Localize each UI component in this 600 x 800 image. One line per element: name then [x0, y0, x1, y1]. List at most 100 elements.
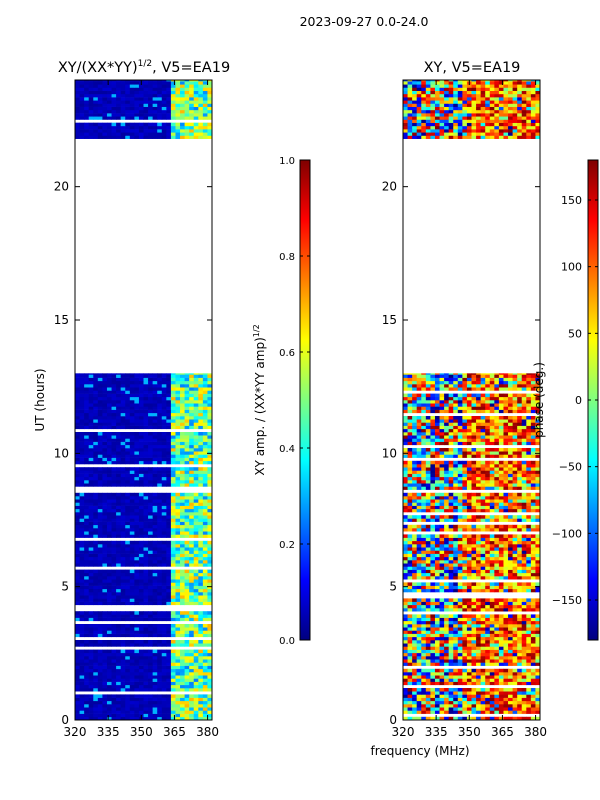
- heatmap-cell: [125, 400, 131, 404]
- heatmap-cell: [129, 675, 135, 679]
- heatmap-cell: [75, 90, 80, 95]
- heatmap-cell: [517, 716, 523, 721]
- heatmap-cell: [129, 576, 135, 580]
- heatmap-cell: [189, 435, 195, 439]
- heatmap-cell: [106, 129, 112, 133]
- heatmap-cell: [97, 373, 103, 375]
- heatmap-cell: [457, 630, 463, 634]
- heatmap-cell: [480, 601, 486, 606]
- heatmap-cell: [180, 432, 185, 436]
- heatmap-cell: [175, 704, 181, 708]
- heatmap-cell: [125, 467, 131, 471]
- heatmap-cell: [207, 560, 213, 564]
- heatmap-cell: [416, 668, 422, 673]
- heatmap-cell: [138, 643, 144, 647]
- heatmap-cell: [170, 419, 176, 423]
- heatmap-cell: [152, 87, 158, 91]
- heatmap-cell: [170, 444, 176, 449]
- heatmap-cell: [193, 483, 199, 487]
- heatmap-cell: [75, 435, 80, 439]
- heatmap-cell: [97, 694, 103, 698]
- heatmap-cell: [157, 113, 163, 117]
- heatmap-cell: [170, 476, 176, 481]
- heatmap-cell: [434, 560, 440, 564]
- heatmap-cell: [498, 688, 504, 692]
- heatmap-cell: [189, 135, 195, 139]
- heatmap-cell: [416, 620, 422, 625]
- heatmap-cell: [434, 704, 440, 708]
- heatmap-cell: [134, 662, 140, 666]
- heatmap-cell: [138, 707, 144, 711]
- heatmap-cell: [434, 630, 440, 634]
- heatmap-cell: [175, 373, 181, 375]
- heatmap-cell: [476, 630, 482, 634]
- heatmap-cell: [111, 624, 117, 628]
- heatmap-cell: [152, 684, 158, 689]
- heatmap-cell: [193, 540, 199, 545]
- heatmap-cell: [116, 125, 122, 130]
- heatmap-cell: [184, 448, 190, 452]
- heatmap-cell: [120, 135, 126, 139]
- heatmap-cell: [503, 608, 509, 612]
- heatmap-cell: [175, 103, 181, 107]
- heatmap-cell: [111, 444, 117, 449]
- heatmap-cell: [184, 675, 190, 679]
- heatmap-cell: [157, 595, 163, 599]
- heatmap-cell: [412, 716, 418, 721]
- heatmap-cell: [175, 656, 181, 660]
- heatmap-cell: [111, 707, 117, 711]
- heatmap-cell: [453, 614, 459, 618]
- heatmap-cell: [148, 396, 154, 401]
- heatmap-cell: [471, 620, 477, 625]
- heatmap-cell: [138, 84, 144, 88]
- heatmap-cell: [485, 656, 491, 660]
- heatmap-cell: [485, 633, 491, 638]
- heatmap-cell: [498, 672, 504, 676]
- heatmap-cell: [102, 480, 108, 484]
- heatmap-cell: [485, 601, 491, 606]
- heatmap-cell: [184, 435, 190, 439]
- heatmap-cell: [471, 556, 477, 561]
- heatmap-cell: [421, 643, 427, 647]
- heatmap-cell: [202, 521, 208, 526]
- heatmap-cell: [143, 592, 149, 596]
- heatmap-cell: [75, 97, 80, 101]
- heatmap-cell: [148, 560, 154, 564]
- heatmap-cell: [202, 393, 208, 398]
- heatmap-cell: [494, 704, 500, 708]
- heatmap-cell: [202, 592, 208, 596]
- heatmap-cell: [434, 572, 440, 577]
- heatmap-cell: [152, 125, 158, 130]
- heatmap-cell: [170, 467, 176, 471]
- heatmap-cell: [138, 627, 144, 631]
- heatmap-cell: [198, 684, 204, 689]
- heatmap-cell: [111, 640, 117, 644]
- heatmap-cell: [129, 508, 135, 513]
- heatmap-cell: [448, 636, 454, 641]
- heatmap-cell: [106, 502, 112, 506]
- heatmap-cell: [207, 90, 213, 95]
- heatmap-cell: [498, 636, 504, 641]
- heatmap-cell: [434, 563, 440, 567]
- heatmap-cell: [93, 531, 99, 535]
- heatmap-cell: [97, 90, 103, 95]
- heatmap-cell: [421, 544, 427, 548]
- heatmap-cell: [526, 672, 532, 676]
- heatmap-cell: [166, 598, 172, 602]
- heatmap-cell: [457, 688, 463, 692]
- heatmap-cell: [120, 496, 126, 500]
- heatmap-cell: [157, 460, 163, 465]
- heatmap-cell: [403, 608, 408, 612]
- heatmap-cell: [198, 659, 204, 663]
- heatmap-cell: [102, 419, 108, 423]
- heatmap-cell: [116, 624, 122, 628]
- heatmap-cell: [157, 585, 163, 590]
- heatmap-cell: [480, 707, 486, 711]
- heatmap-cell: [88, 662, 94, 666]
- heatmap-cell: [157, 502, 163, 506]
- heatmap-cell: [526, 560, 532, 564]
- heatmap-cell: [106, 531, 112, 535]
- heatmap-cell: [134, 601, 140, 606]
- heatmap-cell: [129, 502, 135, 506]
- heatmap-cell: [75, 400, 80, 404]
